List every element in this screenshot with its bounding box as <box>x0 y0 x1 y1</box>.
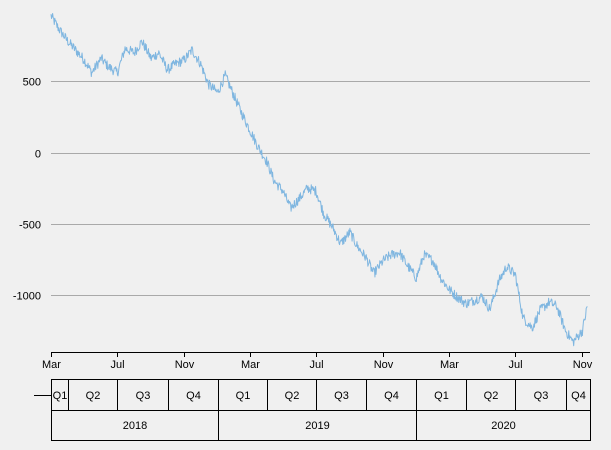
quarter-label: Q4 <box>186 390 201 402</box>
y-tick-label: 500 <box>23 77 41 89</box>
x-tick-label: Mar <box>440 359 459 371</box>
x-tick-label: Nov <box>175 359 195 371</box>
quarter-label: Q4 <box>384 390 399 402</box>
quarter-label: Q3 <box>534 390 549 402</box>
y-axis-tick-labels: 500 0 -500 -1000 <box>13 77 41 303</box>
y-tick-label: -1000 <box>13 291 41 303</box>
quarter-label: Q3 <box>136 390 151 402</box>
year-label: 2020 <box>491 420 515 432</box>
quarter-label: Q3 <box>334 390 349 402</box>
y-tick-label: 0 <box>35 149 41 161</box>
quarter-label: Q2 <box>484 390 499 402</box>
quarter-label: Q4 <box>571 390 586 402</box>
x-axis: Mar Jul Nov Mar Jul Nov Mar Jul Nov Q1 Q2 Q3 Q4 Q1 Q2 Q… <box>34 352 593 441</box>
quarter-label: Q1 <box>434 390 449 402</box>
quarter-label: Q2 <box>285 390 300 402</box>
y-tick-label: -500 <box>19 220 41 232</box>
x-tick-label: Jul <box>110 359 124 371</box>
x-tick-label: Jul <box>309 359 323 371</box>
x-tick-label: Nov <box>374 359 394 371</box>
x-tick-label: Mar <box>241 359 260 371</box>
quarter-label: Q2 <box>86 390 101 402</box>
year-label: 2018 <box>123 420 147 432</box>
year-cell <box>416 410 591 441</box>
x-tick-label: Mar <box>42 359 61 371</box>
series-line <box>50 13 588 347</box>
x-tick-label: Nov <box>573 359 593 371</box>
series-line-group <box>50 13 588 347</box>
year-label: 2019 <box>305 420 329 432</box>
quarter-label: Q1 <box>53 390 68 402</box>
x-tick-label: Jul <box>508 359 522 371</box>
quarter-label: Q1 <box>236 390 251 402</box>
gridlines <box>51 81 590 296</box>
